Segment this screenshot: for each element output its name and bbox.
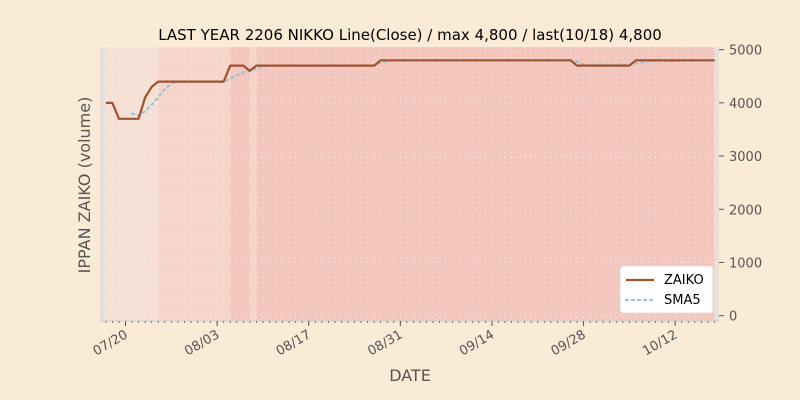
date-band-2 bbox=[158, 47, 231, 321]
chart-title: LAST YEAR 2206 NIKKO Line(Close) / max 4… bbox=[158, 26, 662, 44]
y-tick-label: 0 bbox=[729, 310, 737, 325]
series-line-sma5 bbox=[131, 59, 716, 117]
x-axis-label: DATE bbox=[389, 366, 431, 385]
y-tick-label: 3000 bbox=[729, 150, 762, 165]
y-tick-label: 4000 bbox=[729, 97, 762, 112]
legend-box bbox=[619, 265, 714, 314]
y-axis-label: IPPAN ZAIKO (volume) bbox=[75, 97, 94, 274]
date-band-4 bbox=[249, 47, 257, 321]
series-lines bbox=[105, 59, 716, 120]
date-band-0 bbox=[100, 47, 106, 321]
y-tick-label: 5000 bbox=[729, 44, 762, 59]
legend: ZAIKO SMA5 bbox=[619, 265, 714, 314]
series-line-zaiko bbox=[105, 59, 715, 120]
legend-sma5-label: SMA5 bbox=[664, 293, 701, 308]
y-tick-label: 1000 bbox=[729, 256, 762, 271]
y-tick-label: 2000 bbox=[729, 203, 762, 218]
grid bbox=[100, 47, 719, 321]
legend-zaiko-label: ZAIKO bbox=[664, 273, 704, 288]
date-band-3 bbox=[230, 47, 250, 321]
date-band-6 bbox=[714, 47, 719, 321]
